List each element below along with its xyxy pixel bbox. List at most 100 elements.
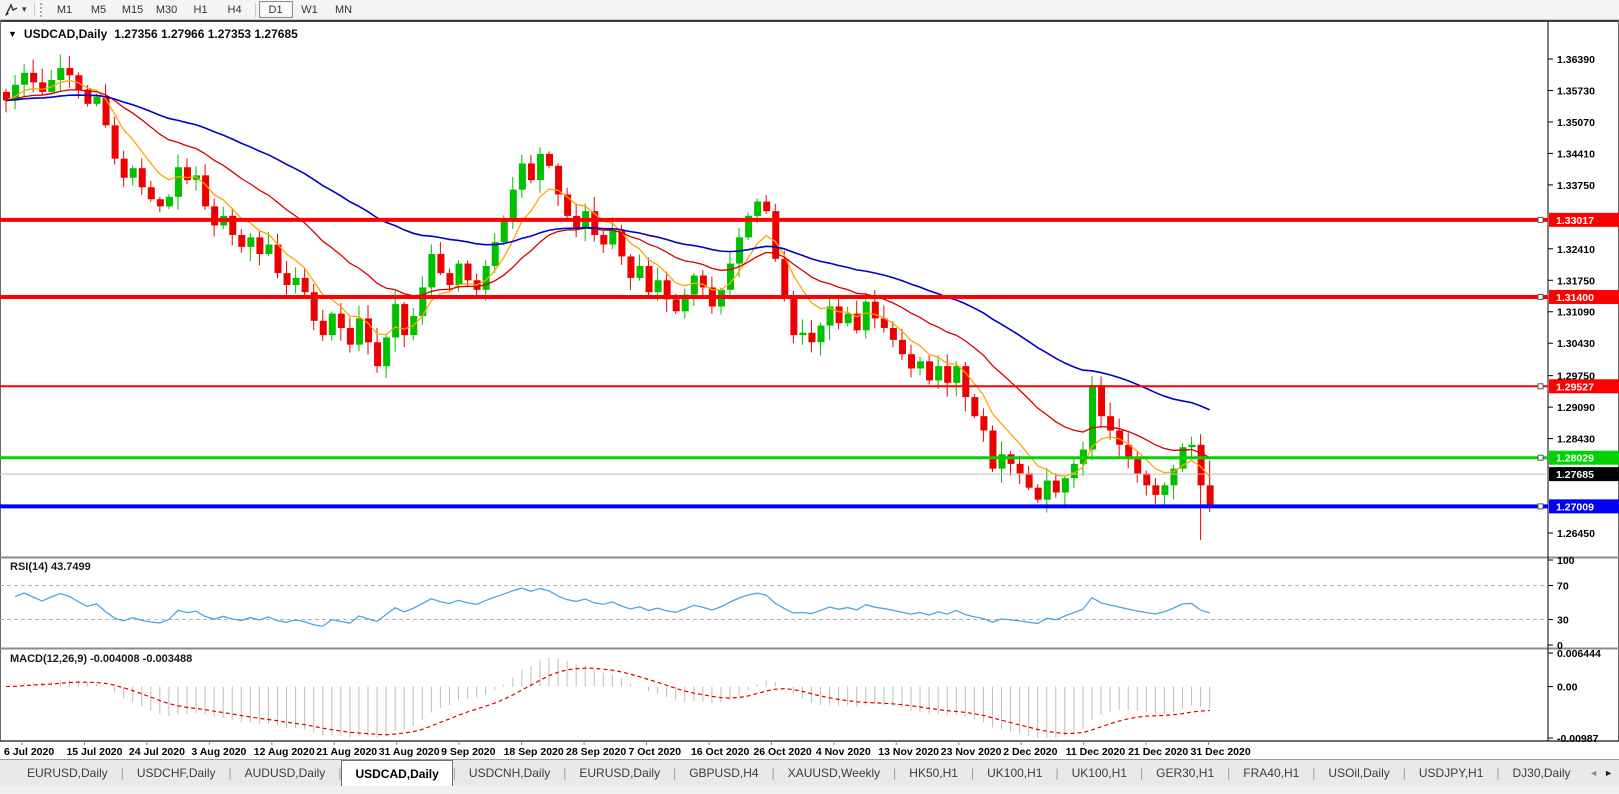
svg-text:13 Nov 2020: 13 Nov 2020	[878, 746, 939, 758]
timeframe-button-d1[interactable]: D1	[258, 1, 293, 18]
tab-separator: |	[1312, 766, 1316, 780]
svg-text:1.29750: 1.29750	[1557, 371, 1595, 383]
svg-text:16 Oct 2020: 16 Oct 2020	[691, 746, 750, 758]
tab-gbpusd-h4[interactable]: GBPUSD,H4	[689, 766, 759, 780]
timeframe-button-h4[interactable]: H4	[227, 3, 242, 16]
tab-separator: |	[452, 766, 456, 780]
svg-text:1.28430: 1.28430	[1557, 434, 1595, 446]
svg-text:1.29090: 1.29090	[1557, 402, 1595, 414]
statusbar-strip	[0, 786, 1619, 794]
price-badge-1.29527: 1.29527	[1549, 379, 1619, 394]
toolbar-grip[interactable]	[39, 2, 44, 17]
price-badge-1.33017: 1.33017	[1549, 212, 1619, 227]
svg-text:6 Jul 2020: 6 Jul 2020	[4, 746, 54, 758]
svg-text:21 Dec 2020: 21 Dec 2020	[1128, 746, 1188, 758]
window-menu-icon[interactable]: ▼	[8, 29, 17, 39]
svg-text:1.27009: 1.27009	[1556, 501, 1594, 513]
timeframe-button-w1[interactable]: W1	[301, 3, 318, 16]
pane-frames	[0, 20, 1619, 742]
tab-scroll-right-icon[interactable]: ►	[1604, 767, 1613, 778]
tab-separator: |	[1402, 766, 1406, 780]
tab-usdchf-daily[interactable]: USDCHF,Daily	[136, 766, 216, 780]
price-badge-1.27685: 1.27685	[1549, 467, 1619, 482]
timeframe-button-m30[interactable]: M30	[155, 3, 178, 16]
tab-xauusd-weekly[interactable]: XAUUSD,Weekly	[787, 766, 881, 780]
chart-cursor-tool[interactable]: ▾	[0, 0, 31, 19]
svg-text:1.33017: 1.33017	[1556, 215, 1594, 227]
svg-text:1.29527: 1.29527	[1556, 381, 1594, 393]
svg-text:1.32410: 1.32410	[1557, 244, 1595, 256]
timeframe-button-m1[interactable]: M1	[56, 3, 73, 16]
tab-hk50-h1[interactable]: HK50,H1	[909, 766, 958, 780]
tab-separator: |	[338, 766, 342, 780]
tab-dj30-daily[interactable]: DJ30,Daily	[1512, 766, 1571, 780]
tab-separator: |	[673, 766, 677, 780]
price-badge-1.31400: 1.31400	[1549, 289, 1619, 304]
svg-text:18 Sep 2020: 18 Sep 2020	[504, 746, 564, 758]
tab-usdcad-daily[interactable]: USDCAD,Daily	[341, 760, 453, 786]
svg-text:4 Nov 2020: 4 Nov 2020	[816, 746, 871, 758]
svg-text:-0.00987: -0.00987	[1557, 733, 1599, 745]
rsi-indicator-label: RSI(14) 43.7499	[10, 561, 91, 573]
moving-averages	[5, 79, 1211, 478]
symbol-tabs: EURUSD,Daily | USDCHF,Daily | AUDUSD,Daily | U…	[0, 760, 1577, 786]
tab-ger30-h1[interactable]: GER30,H1	[1156, 766, 1215, 780]
svg-text:24 Jul 2020: 24 Jul 2020	[129, 746, 185, 758]
chart-title: ▼ USDCAD,Daily 1.27356 1.27966 1.27353 1…	[8, 27, 298, 41]
price-badge-1.28029: 1.28029	[1549, 450, 1619, 465]
svg-text:7 Oct 2020: 7 Oct 2020	[629, 746, 682, 758]
svg-text:11 Dec 2020: 11 Dec 2020	[1066, 746, 1126, 758]
tab-separator: |	[1055, 766, 1059, 780]
svg-text:1.31750: 1.31750	[1557, 275, 1595, 287]
tab-eurusd-daily[interactable]: EURUSD,Daily	[579, 766, 661, 780]
svg-text:26 Oct 2020: 26 Oct 2020	[753, 746, 812, 758]
timeframe-toolbar: ▾ M1 M5 M15 M30 H1 H4 D1 W1 MN	[0, 0, 1619, 20]
svg-text:100: 100	[1557, 555, 1575, 567]
svg-text:1.33750: 1.33750	[1557, 180, 1595, 192]
tab-separator: |	[120, 766, 124, 780]
chart-cursor-icon	[5, 2, 18, 16]
timeframe-button-m15[interactable]: M15	[121, 3, 144, 16]
timeframe-button-h1[interactable]: H1	[193, 3, 208, 16]
timeframe-button-mn[interactable]: MN	[334, 3, 353, 16]
timeframe-button-m5[interactable]: M5	[90, 3, 107, 16]
macd-pane: 0.006444 0.00 -0.00987	[5, 648, 1601, 745]
chart-canvas[interactable]: 1.33017 1.31400 1.29527 1.28029 1.27685 1.270…	[0, 20, 1619, 759]
tab-separator: |	[893, 766, 897, 780]
svg-text:0.006444: 0.006444	[1557, 648, 1601, 660]
svg-text:0: 0	[1557, 640, 1563, 652]
svg-text:31 Aug 2020: 31 Aug 2020	[379, 746, 440, 758]
tab-usdjpy-h1[interactable]: USDJPY,H1	[1418, 766, 1484, 780]
tab-fra40-h1[interactable]: FRA40,H1	[1243, 766, 1300, 780]
tab-separator: |	[1227, 766, 1231, 780]
price-axis: 1.36390 1.35730 1.35070 1.34410 1.33750 1.324…	[1548, 54, 1595, 540]
date-axis: 6 Jul 2020 15 Jul 2020 24 Jul 2020 3 Aug 20…	[4, 741, 1251, 758]
tab-separator: |	[1139, 766, 1144, 780]
svg-text:12 Aug 2020: 12 Aug 2020	[254, 746, 315, 758]
tab-scroll-left-icon[interactable]: ◄	[1589, 767, 1599, 778]
horizontal-lines: 1.33017 1.31400 1.29527 1.28029 1.27685 1.270…	[0, 212, 1619, 514]
svg-text:2 Dec 2020: 2 Dec 2020	[1003, 746, 1057, 758]
svg-text:1.30430: 1.30430	[1557, 338, 1595, 350]
svg-text:1.35070: 1.35070	[1557, 117, 1595, 129]
svg-text:1.36390: 1.36390	[1557, 54, 1595, 66]
svg-text:1.31400: 1.31400	[1556, 292, 1594, 304]
tab-usoil-daily[interactable]: USOil,Daily	[1328, 766, 1390, 780]
chart-window[interactable]: 1.33017 1.31400 1.29527 1.28029 1.27685 1.270…	[0, 20, 1619, 759]
svg-text:23 Nov 2020: 23 Nov 2020	[941, 746, 1002, 758]
svg-text:30: 30	[1557, 615, 1569, 627]
tab-eurusd-daily[interactable]: EURUSD,Daily	[27, 766, 108, 780]
svg-text:70: 70	[1557, 581, 1569, 593]
svg-text:1.35730: 1.35730	[1557, 85, 1595, 97]
candlesticks	[3, 54, 1214, 541]
svg-text:1.34410: 1.34410	[1557, 148, 1595, 160]
svg-text:1.28029: 1.28029	[1556, 453, 1594, 465]
tab-separator: |	[228, 766, 232, 780]
tab-audusd-daily[interactable]: AUDUSD,Daily	[244, 766, 326, 780]
svg-text:1.27685: 1.27685	[1556, 469, 1594, 481]
svg-text:21 Aug 2020: 21 Aug 2020	[316, 746, 377, 758]
tab-uk100-h1[interactable]: UK100,H1	[1071, 766, 1127, 780]
tab-uk100-h1[interactable]: UK100,H1	[987, 766, 1043, 780]
tab-usdcnh-daily[interactable]: USDCNH,Daily	[468, 766, 551, 780]
